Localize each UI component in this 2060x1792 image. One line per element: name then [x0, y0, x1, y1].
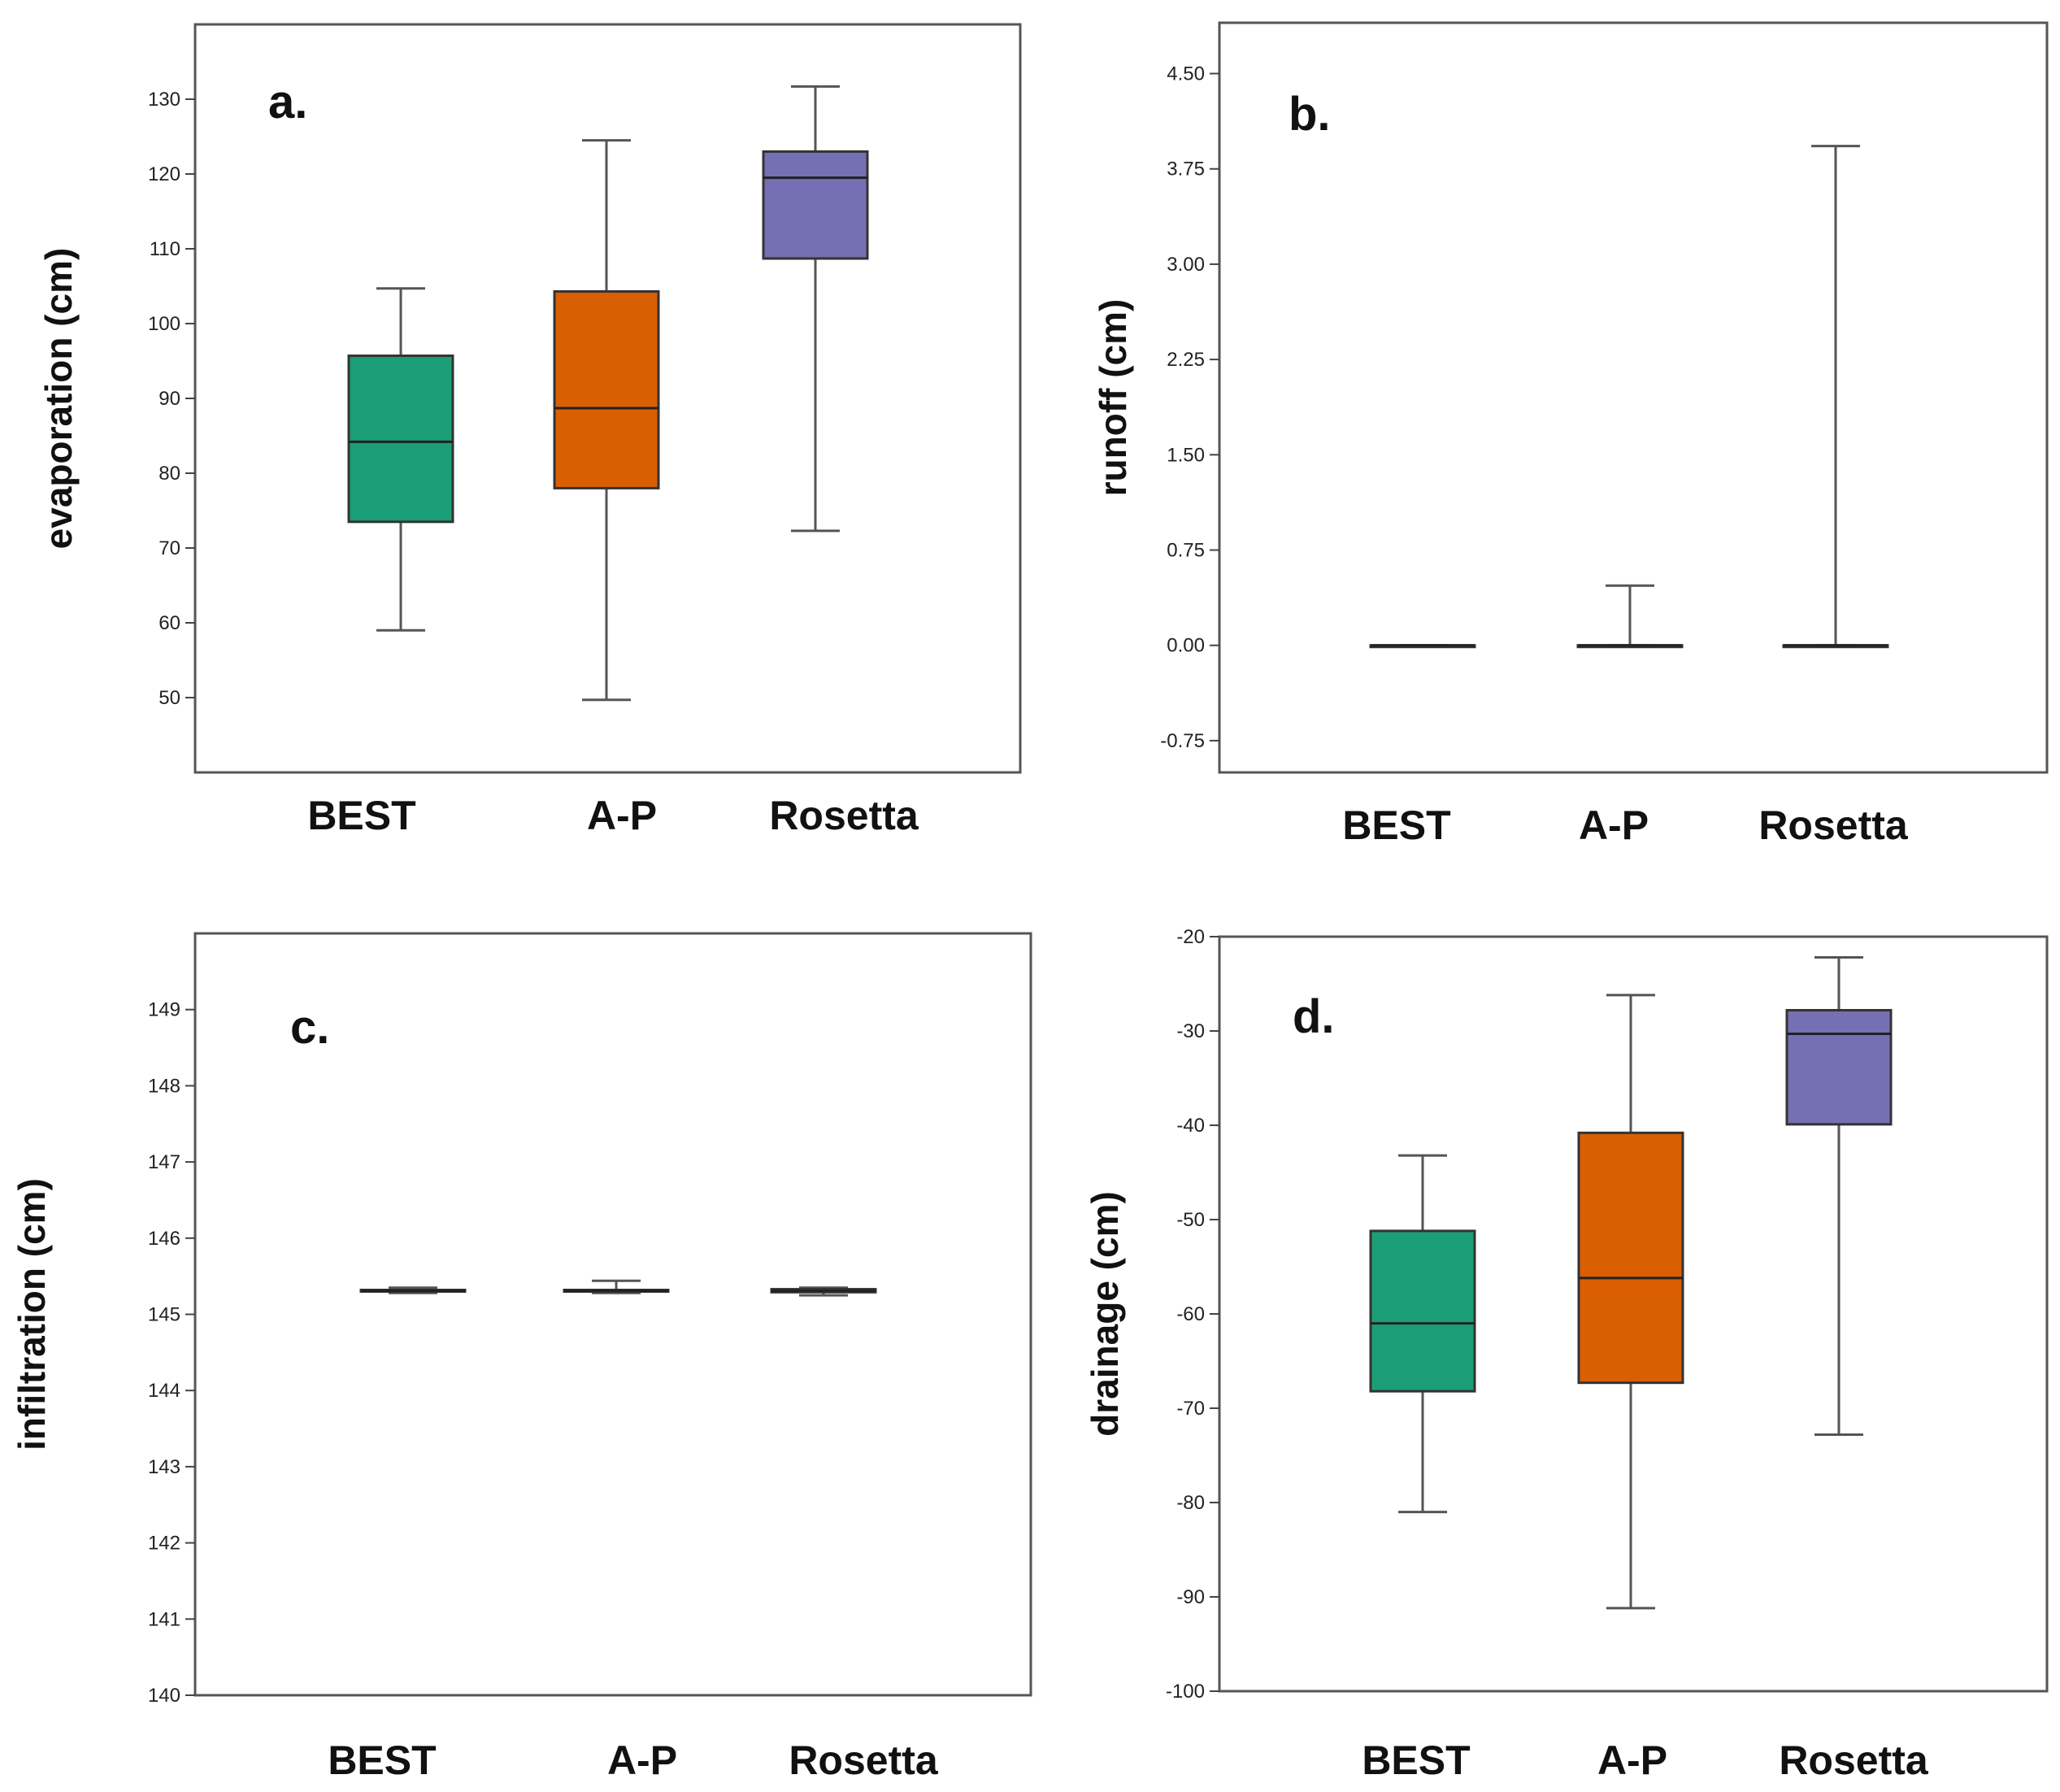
- box-A-P: [553, 289, 660, 489]
- category-label: A-P: [607, 1738, 677, 1783]
- category-label: A-P: [587, 793, 657, 838]
- y-axis-label: infiltration (cm): [11, 1178, 53, 1451]
- y-tick-label: -90: [1176, 1586, 1205, 1608]
- y-tick-label: -70: [1176, 1398, 1205, 1420]
- panel-b-runoff: -0.75 0.00 0.75 1.50 2.25 3.00 3.75 4.50 runoff …: [1092, 21, 2049, 848]
- y-tick-label: 70: [159, 537, 180, 559]
- category-label: Rosetta: [1758, 802, 1909, 848]
- category-label: BEST: [1342, 802, 1450, 848]
- y-tick-label: 143: [148, 1456, 180, 1478]
- y-tick-label: 90: [159, 388, 180, 410]
- plot-frame: [1218, 21, 2049, 774]
- y-tick-label: 147: [148, 1151, 180, 1173]
- y-tick-label: 1.50: [1167, 444, 1205, 466]
- y-tick-label: 142: [148, 1533, 180, 1555]
- panel-c-infiltration: 140 141 142 143 144 145 146 147 148 149 infiltrati…: [11, 932, 1032, 1783]
- panel-letter: b.: [1289, 88, 1331, 141]
- box-BEST: [1369, 1229, 1476, 1393]
- y-tick-label: -40: [1176, 1115, 1205, 1137]
- y-tick-label: 146: [148, 1228, 180, 1250]
- y-tick-label: 141: [148, 1608, 180, 1630]
- panel-letter: d.: [1293, 990, 1335, 1043]
- y-tick-label: 2.25: [1167, 349, 1205, 371]
- panel-a-evaporation: 50 60 70 80 90 100 110 120 130 evaporation (cm) a.…: [37, 23, 1022, 838]
- y-tick-label: -30: [1176, 1020, 1205, 1042]
- y-tick-label: 80: [159, 463, 180, 485]
- y-axis-label: evaporation (cm): [37, 248, 80, 550]
- y-tick-label: 3.00: [1167, 254, 1205, 276]
- panel-d-drainage: -100 -90 -80 -70 -60 -50 -40 -30 -20 drainage (cm…: [1084, 926, 2049, 1783]
- y-tick-label: 145: [148, 1304, 180, 1326]
- y-tick-label: 120: [148, 163, 180, 185]
- y-tick-label: 110: [150, 238, 180, 260]
- category-label: BEST: [328, 1738, 436, 1783]
- y-tick-label: -0.75: [1160, 730, 1205, 752]
- y-tick-label: 60: [159, 612, 180, 634]
- y-tick-label: -100: [1166, 1681, 1205, 1703]
- category-label: BEST: [1362, 1738, 1470, 1783]
- plot-frame: [193, 932, 1032, 1697]
- y-tick-label: 149: [148, 999, 180, 1021]
- category-label: Rosetta: [789, 1738, 939, 1783]
- category-label: Rosetta: [769, 793, 919, 838]
- category-label: A-P: [1579, 802, 1649, 848]
- category-label: Rosetta: [1779, 1738, 1929, 1783]
- category-label: A-P: [1597, 1738, 1667, 1783]
- y-tick-label: -80: [1176, 1492, 1205, 1514]
- category-label: BEST: [307, 793, 415, 838]
- y-tick-label: 144: [148, 1380, 180, 1402]
- y-tick-label: 100: [148, 313, 180, 335]
- y-tick-label: 50: [159, 687, 180, 709]
- y-axis-label: runoff (cm): [1092, 299, 1134, 497]
- y-tick-label: 0.75: [1167, 540, 1205, 562]
- y-tick-label: 0.00: [1167, 635, 1205, 657]
- box-Rosetta: [762, 150, 869, 260]
- y-tick-label: 130: [148, 89, 180, 111]
- box-BEST: [347, 354, 454, 524]
- y-tick-label: -50: [1176, 1209, 1205, 1231]
- y-tick-label: -60: [1176, 1303, 1205, 1325]
- y-tick-label: 140: [148, 1685, 180, 1707]
- y-tick-label: 4.50: [1167, 63, 1205, 85]
- box-Rosetta: [1785, 1008, 1893, 1126]
- box-A-P: [1577, 1131, 1684, 1385]
- panel-letter: c.: [290, 1001, 329, 1054]
- y-tick-label: -20: [1176, 926, 1205, 948]
- y-tick-label: 148: [148, 1075, 180, 1097]
- y-tick-label: 3.75: [1167, 159, 1205, 181]
- y-axis-label: drainage (cm): [1084, 1191, 1126, 1437]
- panel-letter: a.: [268, 76, 307, 128]
